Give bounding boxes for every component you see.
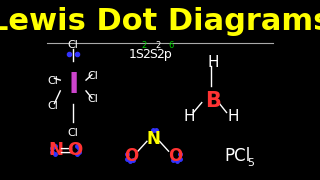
Text: 6: 6 [168,41,173,50]
Text: 2S: 2S [143,48,158,61]
Text: Lewis Dot Diagrams: Lewis Dot Diagrams [0,7,320,36]
Text: Cl: Cl [68,40,79,50]
Text: Cl: Cl [47,76,58,86]
Text: Cl: Cl [87,94,98,104]
Text: B: B [205,91,221,111]
Text: =: = [58,141,73,159]
Text: PCl: PCl [225,147,251,165]
Text: 2: 2 [156,41,161,50]
Text: 2: 2 [141,41,147,50]
Text: I: I [68,71,78,99]
Text: N: N [49,141,64,159]
Text: H: H [184,109,195,124]
Text: 1S: 1S [128,48,144,61]
Text: O: O [168,147,182,165]
Text: N: N [146,130,160,148]
Text: H: H [207,55,219,70]
Text: H: H [228,109,239,124]
Text: Cl: Cl [87,71,98,81]
Text: Cl: Cl [68,128,79,138]
Text: Cl: Cl [47,101,58,111]
Text: O: O [124,147,138,165]
Text: O: O [68,141,83,159]
Text: 2p: 2p [156,48,172,61]
Text: 5: 5 [247,158,254,168]
